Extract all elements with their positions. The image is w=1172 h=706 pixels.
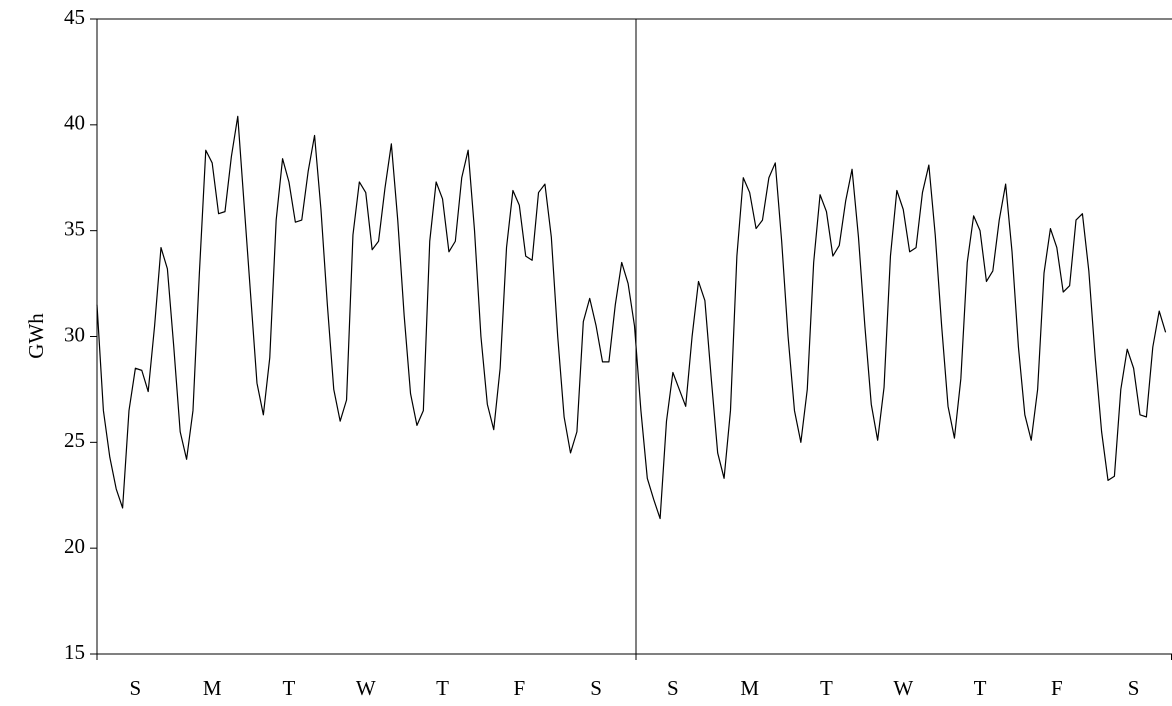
data-line xyxy=(96,115,1167,520)
x-tick-label: M xyxy=(203,676,222,700)
x-tick-label: S xyxy=(667,676,679,700)
y-tick-label: 45 xyxy=(64,5,85,29)
x-tick-label: W xyxy=(893,676,913,700)
x-tick-label: S xyxy=(1128,676,1140,700)
x-tick-label: S xyxy=(590,676,602,700)
y-tick-label: 15 xyxy=(64,640,85,664)
x-tick-label: W xyxy=(356,676,376,700)
x-tick-label: S xyxy=(130,676,142,700)
x-tick-label: F xyxy=(1051,676,1063,700)
x-tick-label: T xyxy=(820,676,833,700)
x-tick-label: T xyxy=(283,676,296,700)
y-tick-label: 40 xyxy=(64,111,85,135)
x-tick-label: T xyxy=(974,676,987,700)
x-tick-label: F xyxy=(513,676,525,700)
y-tick-label: 20 xyxy=(64,534,85,558)
x-tick-label: M xyxy=(740,676,759,700)
y-tick-label: 35 xyxy=(64,216,85,240)
x-tick-label: T xyxy=(436,676,449,700)
y-tick-label: 25 xyxy=(64,428,85,452)
y-tick-label: 30 xyxy=(64,322,85,346)
y-axis-label: GWh xyxy=(24,313,48,359)
